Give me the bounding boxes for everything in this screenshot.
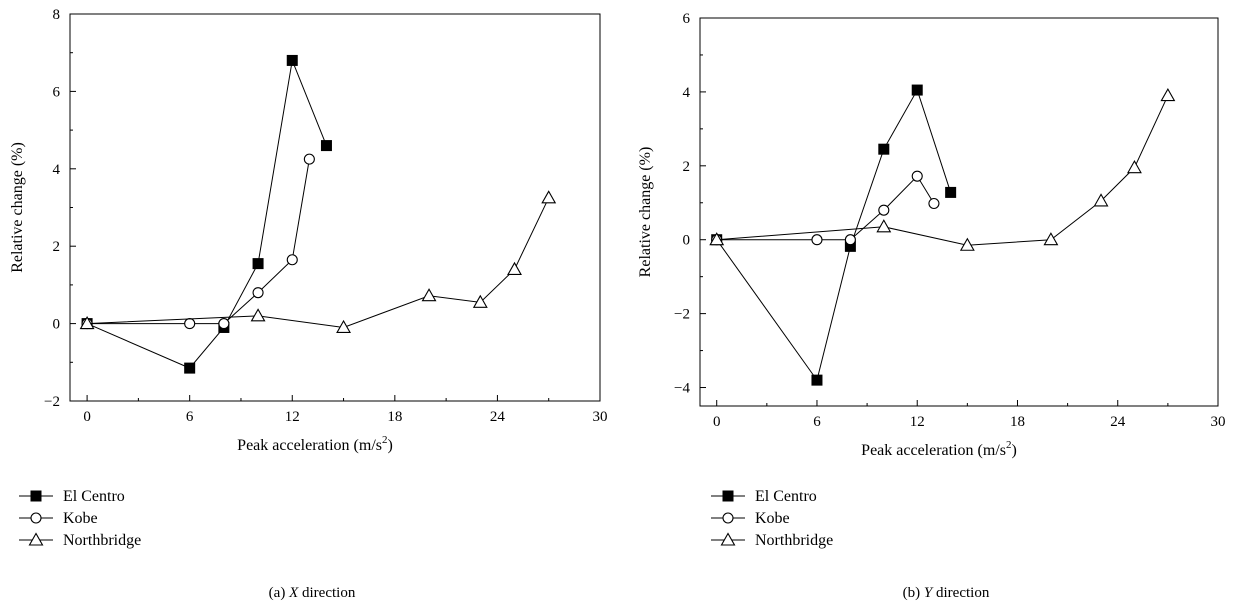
- data-point: [811, 374, 823, 386]
- legend-item: El Centro: [19, 488, 125, 505]
- data-point: [1160, 87, 1176, 102]
- data-point: [844, 234, 856, 246]
- series-line: [87, 159, 310, 325]
- data-point: [320, 140, 332, 152]
- y-tick-label: 4: [53, 162, 61, 178]
- series-kobe: [711, 170, 940, 246]
- legend-item: El Centro: [711, 488, 817, 505]
- y-tick-label: 4: [683, 85, 691, 101]
- data-point: [878, 143, 890, 155]
- y-tick-label: 0: [53, 317, 61, 333]
- y-axis-label: Relative change (%): [637, 147, 654, 278]
- legend: El Centro Kobe Northbridge: [19, 488, 141, 549]
- y-tick-label: 0: [683, 233, 691, 249]
- series-el-centro: [81, 54, 332, 374]
- legend-label: Kobe: [63, 510, 98, 527]
- y-tick-label: 2: [53, 239, 61, 255]
- legend-label: Northbridge: [63, 532, 141, 549]
- series-line: [716, 88, 952, 382]
- data-point: [252, 258, 264, 270]
- legend-label: Kobe: [755, 510, 790, 527]
- data-point: [507, 261, 522, 275]
- data-point: [811, 234, 823, 246]
- data-point: [541, 190, 557, 204]
- x-tick-label: 24: [490, 409, 506, 425]
- legend-marker: [28, 532, 44, 546]
- data-point: [421, 288, 437, 302]
- panel-caption: (b) Y direction: [903, 585, 990, 601]
- data-point: [878, 204, 890, 216]
- data-point: [303, 153, 315, 165]
- legend-item: Northbridge: [711, 532, 833, 549]
- data-point: [250, 308, 266, 322]
- data-point: [959, 237, 975, 251]
- x-tick-label: 0: [83, 409, 91, 425]
- data-point: [1127, 160, 1142, 174]
- data-point: [1043, 232, 1059, 246]
- legend-label: Northbridge: [755, 532, 833, 549]
- x-tick-label: 18: [1010, 414, 1025, 430]
- series-kobe: [81, 153, 315, 330]
- data-point: [252, 287, 264, 299]
- x-tick-label: 30: [593, 409, 608, 425]
- y-tick-label: 6: [53, 84, 61, 100]
- y-tick-label: 8: [53, 7, 61, 23]
- data-point: [928, 197, 940, 210]
- x-tick-label: 30: [1211, 414, 1226, 430]
- data-point: [911, 170, 923, 182]
- legend: El Centro Kobe Northbridge: [711, 488, 833, 549]
- y-tick-label: −2: [674, 307, 690, 323]
- x-axis-label: Peak acceleration (m/s2): [237, 434, 393, 454]
- data-point: [286, 254, 298, 266]
- x-tick-label: 6: [813, 414, 821, 430]
- x-tick-label: 24: [1110, 414, 1126, 430]
- data-point: [876, 219, 892, 233]
- series-line: [86, 58, 327, 369]
- panel-caption: (a) X direction: [269, 585, 356, 601]
- legend-marker: [720, 532, 736, 546]
- data-point: [945, 186, 957, 198]
- y-tick-label: 2: [683, 159, 691, 175]
- data-point: [184, 362, 196, 374]
- data-point: [184, 318, 196, 330]
- legend-item: Northbridge: [19, 532, 141, 549]
- series-northbridge: [79, 190, 557, 334]
- data-point: [218, 318, 230, 330]
- series-line: [87, 197, 550, 328]
- series-line: [716, 95, 1169, 246]
- plot-frame: [699, 17, 1219, 407]
- legend-label: El Centro: [755, 488, 817, 505]
- legend-marker: [30, 490, 42, 502]
- data-point: [336, 319, 351, 334]
- data-point: [286, 54, 298, 66]
- y-tick-label: 6: [683, 11, 691, 27]
- data-point: [472, 294, 488, 308]
- data-point: [911, 84, 923, 96]
- data-point: [79, 315, 95, 330]
- data-point: [709, 232, 725, 246]
- x-tick-label: 12: [910, 414, 925, 430]
- x-axis-label: Peak acceleration (m/s2): [861, 439, 1017, 459]
- y-axis-label: Relative change (%): [9, 142, 26, 273]
- x-tick-label: 18: [387, 409, 402, 425]
- y-tick-label: −2: [44, 394, 60, 410]
- legend-marker: [722, 512, 734, 524]
- legend-item: Kobe: [711, 510, 790, 527]
- y-tick-label: −4: [674, 381, 690, 397]
- series-el-centro: [711, 84, 957, 386]
- plot-frame: [69, 13, 601, 402]
- series-northbridge: [709, 87, 1176, 251]
- x-tick-label: 0: [713, 414, 721, 430]
- legend-marker: [30, 512, 42, 524]
- x-tick-label: 12: [285, 409, 300, 425]
- data-point: [1093, 193, 1109, 207]
- x-tick-label: 6: [186, 409, 194, 425]
- legend-item: Kobe: [19, 510, 98, 527]
- legend-label: El Centro: [63, 488, 125, 505]
- legend-marker: [722, 490, 734, 502]
